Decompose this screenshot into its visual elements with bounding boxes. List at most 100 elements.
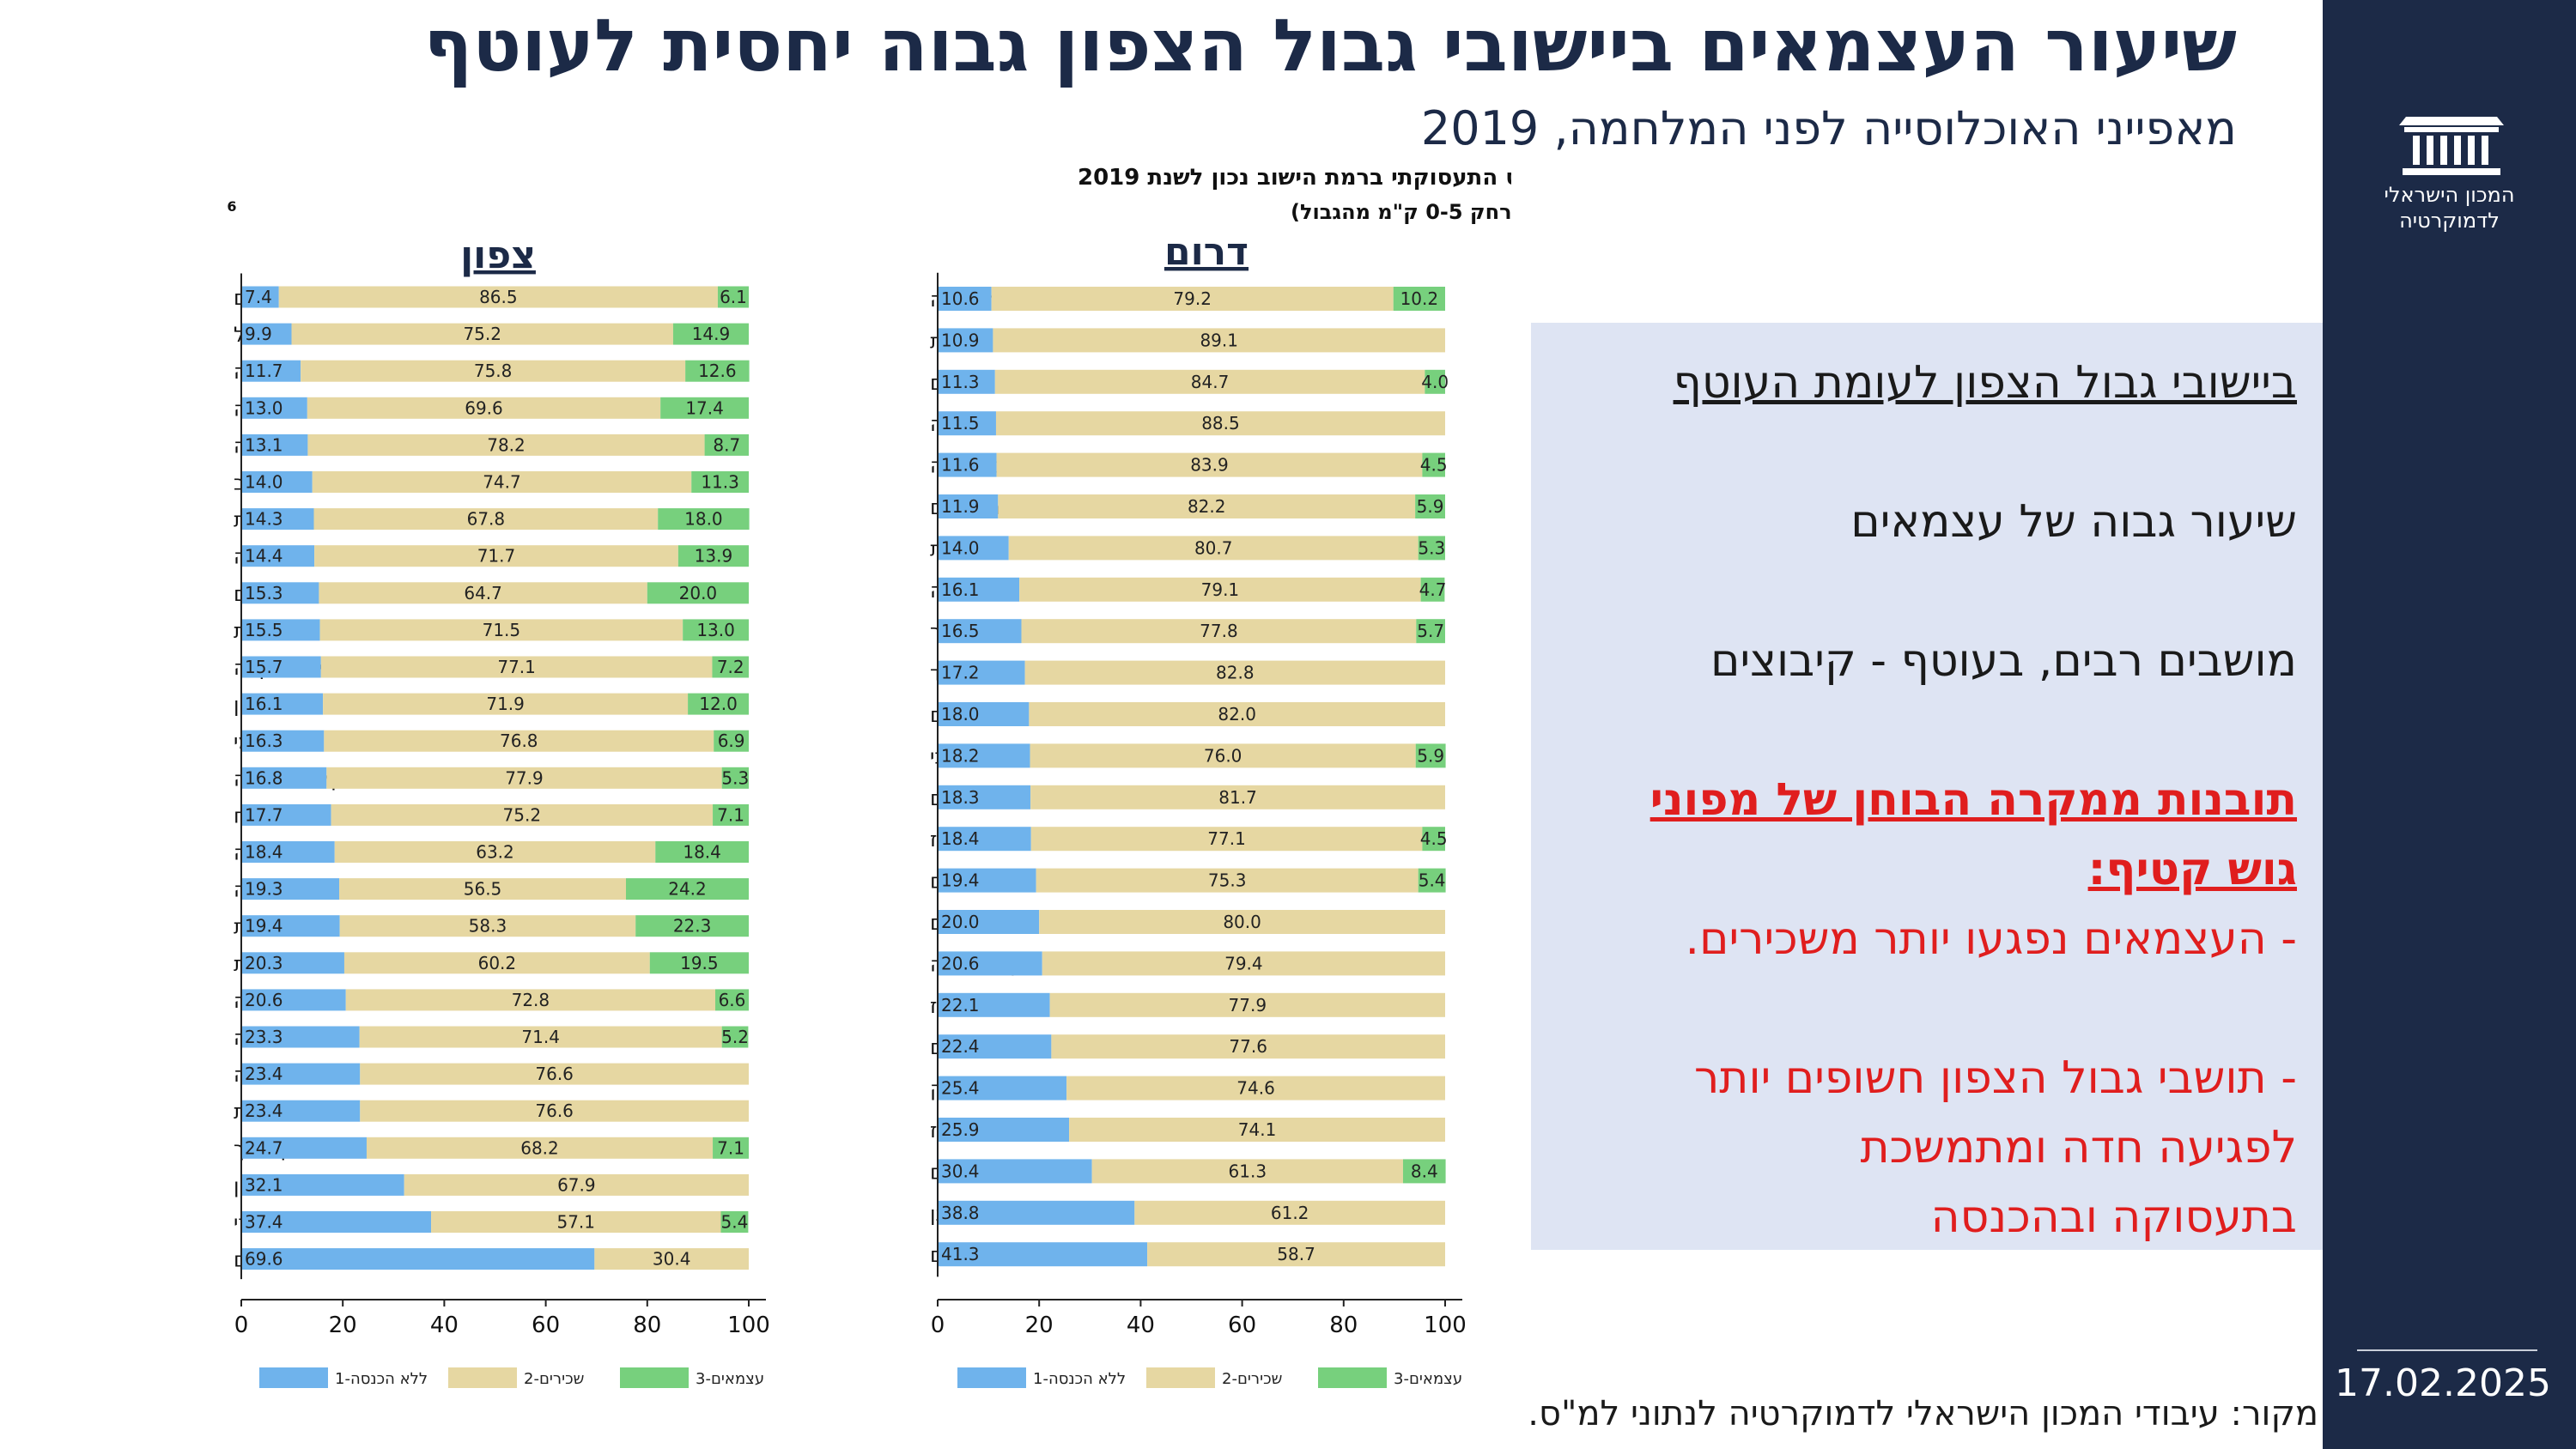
bar-segment <box>938 369 995 394</box>
bar-segment <box>1420 577 1445 602</box>
bar-segment <box>594 1248 749 1270</box>
x-tick-label: 80 <box>633 1313 661 1338</box>
data-label: 19.3 <box>245 879 283 900</box>
bar-segment <box>938 1118 1070 1142</box>
legend-label: שכירים-2 <box>1222 1370 1282 1388</box>
data-label: 10.2 <box>1400 288 1439 309</box>
data-label: 10.9 <box>941 330 980 350</box>
x-tick-label: 20 <box>1025 1313 1054 1338</box>
bar-segment <box>938 452 997 477</box>
legend-swatch <box>1318 1367 1387 1388</box>
data-label: 16.8 <box>245 767 283 788</box>
bar-segment <box>345 989 715 1011</box>
bar-segment <box>1418 536 1445 561</box>
data-label: 15.5 <box>245 620 283 640</box>
bar-segment <box>713 1137 749 1159</box>
slide-subtitle: מאפייני האוכלוסייה לפני המלחמה, 2019 <box>1420 101 2237 155</box>
bar-segment <box>1147 1242 1445 1267</box>
bar-segment <box>241 952 344 974</box>
legend-swatch <box>1146 1367 1215 1388</box>
data-label: 4.5 <box>1420 828 1448 849</box>
data-label: 18.0 <box>684 509 723 530</box>
bar-segment <box>339 915 636 937</box>
bar-segment <box>714 989 749 1011</box>
data-label: 20.6 <box>245 990 283 1010</box>
info-line-2: מושבים רבים, בעוטף - קיבוצים <box>1710 635 2297 687</box>
bar-segment <box>1066 1076 1445 1100</box>
bar-segment <box>291 323 673 345</box>
data-label: 11.3 <box>701 472 739 493</box>
bar-segment <box>360 1100 749 1122</box>
legend-label: ללא הכנסה-1 <box>1033 1370 1126 1388</box>
bar-segment <box>241 471 313 493</box>
data-label: 76.0 <box>1204 745 1242 766</box>
data-label: 84.7 <box>1191 372 1230 392</box>
data-label: 68.2 <box>520 1137 559 1158</box>
bar-segment <box>359 1026 722 1048</box>
data-label: 14.4 <box>245 546 283 567</box>
bar-segment <box>1418 868 1446 893</box>
bar-segment <box>241 286 279 308</box>
figure-title-footnote: 6 <box>227 198 236 215</box>
bar-segment <box>938 992 1050 1017</box>
bar-segment <box>319 582 647 604</box>
bar-segment <box>278 286 718 308</box>
data-label: 24.7 <box>245 1137 283 1158</box>
data-label: 75.8 <box>474 361 513 381</box>
data-label: 4.5 <box>1420 455 1448 476</box>
bar-segment <box>307 433 705 456</box>
data-label: 8.4 <box>1411 1161 1438 1181</box>
bullet-2-line-2: לפגיעה חדה ומתמשכת <box>1860 1122 2298 1173</box>
bar-segment <box>938 536 1009 561</box>
bar-segment <box>1091 1159 1403 1184</box>
bar-segment <box>324 730 714 752</box>
data-label: 83.9 <box>1190 455 1229 476</box>
bar-segment <box>241 1248 595 1270</box>
bar-segment <box>1030 743 1416 768</box>
data-label: 77.6 <box>1229 1036 1267 1057</box>
data-label: 74.1 <box>1238 1119 1277 1140</box>
info-line-1: שיעור גבוה של עצמאים <box>1850 496 2297 548</box>
institute-logo-icon <box>2399 117 2504 175</box>
data-label: 23.3 <box>245 1027 283 1047</box>
data-label: 9.9 <box>245 324 272 344</box>
data-label: 67.9 <box>557 1174 596 1195</box>
bar-segment <box>339 878 626 900</box>
data-label: 22.3 <box>673 916 712 937</box>
data-label: 74.6 <box>1236 1078 1275 1099</box>
data-label: 6.6 <box>719 990 746 1010</box>
data-label: 16.5 <box>941 621 980 641</box>
data-label: 77.1 <box>1207 828 1246 849</box>
data-label: 13.0 <box>245 397 283 418</box>
bar-segment <box>366 1137 714 1159</box>
bar-segment <box>326 767 722 789</box>
data-label: 25.4 <box>941 1078 980 1099</box>
data-label: 12.6 <box>698 361 737 381</box>
legend-label: ללא הכנסה-1 <box>335 1370 428 1388</box>
data-label: 4.0 <box>1421 372 1449 392</box>
data-label: 63.2 <box>476 842 514 863</box>
bar-segment <box>241 693 324 715</box>
bar-segment <box>938 328 993 353</box>
slide-date: 17.02.2025 <box>2335 1361 2551 1405</box>
legend-swatch <box>259 1367 328 1388</box>
data-label: 79.1 <box>1201 579 1240 600</box>
data-label: 10.6 <box>941 288 980 309</box>
data-label: 11.3 <box>941 372 980 392</box>
bar-segment <box>241 433 308 456</box>
bar-segment <box>625 878 749 900</box>
data-label: 76.6 <box>535 1100 574 1121</box>
bar-segment <box>1030 827 1423 852</box>
bar-segment <box>241 397 307 419</box>
data-label: 5.9 <box>1417 496 1444 517</box>
bar-segment <box>1049 992 1445 1017</box>
data-label: 17.7 <box>245 804 283 825</box>
data-label: 8.7 <box>713 434 740 455</box>
bar-segment <box>343 952 650 974</box>
data-label: 57.1 <box>556 1212 595 1233</box>
figure-title-line2: ביישובי העוטף (המצויים במרחק 0-4 ק"מ מהג… <box>1291 200 1511 224</box>
bar-segment <box>1036 868 1419 893</box>
data-label: 17.2 <box>941 663 980 683</box>
bar-segment <box>323 693 689 715</box>
